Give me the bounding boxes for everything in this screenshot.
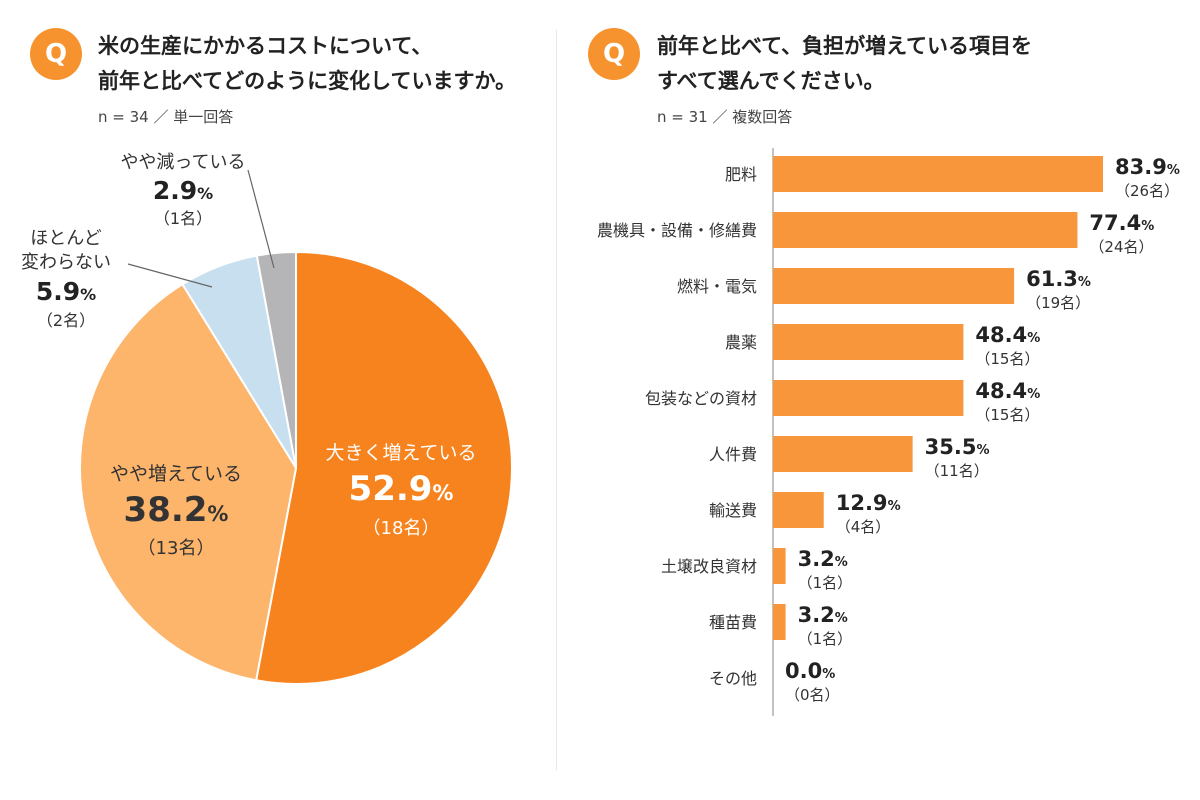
left-title-line1: 米の生産にかかるコストについて、 <box>98 34 433 58</box>
right-title-line2: すべて選んでください。 <box>657 69 885 93</box>
bar-value-label: 12.9% <box>836 491 901 515</box>
bar-value-label: 83.9% <box>1115 155 1180 179</box>
bar-value-label: 77.4% <box>1089 211 1154 235</box>
bar-count-label: （1名） <box>798 630 853 648</box>
bar-value-label: 48.4% <box>975 379 1040 403</box>
right-question-badge: Q <box>588 28 640 80</box>
pie-value-slight-decrease: 2.9% <box>153 176 213 205</box>
right-title-line1: 前年と比べて、負担が増えている項目を <box>657 34 1033 58</box>
right-question-title: 前年と比べて、負担が増えている項目を すべて選んでください。 <box>657 29 1177 99</box>
right-sample-meta: n = 31 ／ 複数回答 <box>657 108 793 126</box>
pie-label-unchanged-line2: 変わらない <box>21 252 111 273</box>
bar-1 <box>773 212 1078 248</box>
left-question-title: 米の生産にかかるコストについて、 前年と比べてどのように変化していますか。 <box>98 29 548 99</box>
bar-category-label: 肥料 <box>725 165 757 184</box>
bar-category-label: 燃料・電気 <box>677 277 757 296</box>
bar-count-label: （26名） <box>1115 182 1179 200</box>
bar-category-label: 包装などの資材 <box>645 389 757 408</box>
bar-count-label: （24名） <box>1089 238 1153 256</box>
bar-value-label: 3.2% <box>798 547 848 571</box>
pie-count-unchanged: （2名） <box>37 311 95 330</box>
bar-value-label: 61.3% <box>1026 267 1091 291</box>
pie-count-big-increase: （18名） <box>363 518 440 539</box>
pie-leader-unchanged <box>127 263 213 288</box>
bar-category-label: 農薬 <box>725 333 757 352</box>
bar-count-label: （0名） <box>785 686 840 704</box>
pie-leader-slight-decrease <box>247 169 275 269</box>
pie-label-big-increase: 大きく増えている <box>325 442 476 464</box>
bar-2 <box>773 268 1015 304</box>
pie-label-unchanged-line1: ほとんど <box>30 228 101 249</box>
bar-category-label: その他 <box>709 669 757 688</box>
bar-count-label: （15名） <box>975 406 1039 424</box>
bar-value-label: 0.0% <box>785 659 835 683</box>
bar-count-label: （15名） <box>975 350 1039 368</box>
left-sample-meta: n = 34 ／ 単一回答 <box>98 108 234 126</box>
bar-0 <box>773 156 1103 192</box>
left-question-badge: Q <box>30 28 82 80</box>
bar-3 <box>773 324 964 360</box>
pie-chart: 大きく増えている 52.9% （18名） やや増えている 38.2% （13名） ほとんど変… <box>21 152 513 685</box>
pie-value-unchanged: 5.9% <box>36 277 96 306</box>
pie-slice-3 <box>255 250 297 469</box>
bar-count-label: （11名） <box>925 462 989 480</box>
bar-6 <box>773 492 824 528</box>
bar-chart: 肥料 83.9% （26名） 農機具・設備・修繕費 77.4% （24名） 燃料・電気 61.… <box>597 148 1180 716</box>
pie-slice-1 <box>79 282 298 682</box>
pie-label-slight-decrease: やや減っている <box>120 152 245 173</box>
pie-value-big-increase: 52.9% <box>349 469 454 509</box>
left-title-line2: 前年と比べてどのように変化していますか。 <box>98 69 517 93</box>
bar-value-label: 35.5% <box>925 435 990 459</box>
pie-slice-0 <box>254 250 513 685</box>
bar-5 <box>773 436 913 472</box>
bar-7 <box>773 548 786 584</box>
bar-count-label: （19名） <box>1026 294 1090 312</box>
bar-count-label: （1名） <box>798 574 853 592</box>
bar-category-label: 土壌改良資材 <box>661 557 757 576</box>
pie-count-slight-decrease: （1名） <box>154 209 212 228</box>
pie-count-slight-increase: （13名） <box>138 538 215 559</box>
pie-value-slight-increase: 38.2% <box>124 490 229 530</box>
bar-value-label: 3.2% <box>798 603 848 627</box>
panel-divider <box>556 30 557 770</box>
bar-category-label: 種苗費 <box>709 613 757 632</box>
bar-count-label: （4名） <box>836 518 891 536</box>
bar-8 <box>773 604 786 640</box>
bar-category-label: 農機具・設備・修繕費 <box>597 221 757 240</box>
bar-category-label: 輸送費 <box>709 501 757 520</box>
pie-label-slight-increase: やや増えている <box>110 463 242 485</box>
bar-4 <box>773 380 964 416</box>
bar-value-label: 48.4% <box>975 323 1040 347</box>
bar-category-label: 人件費 <box>709 445 757 464</box>
